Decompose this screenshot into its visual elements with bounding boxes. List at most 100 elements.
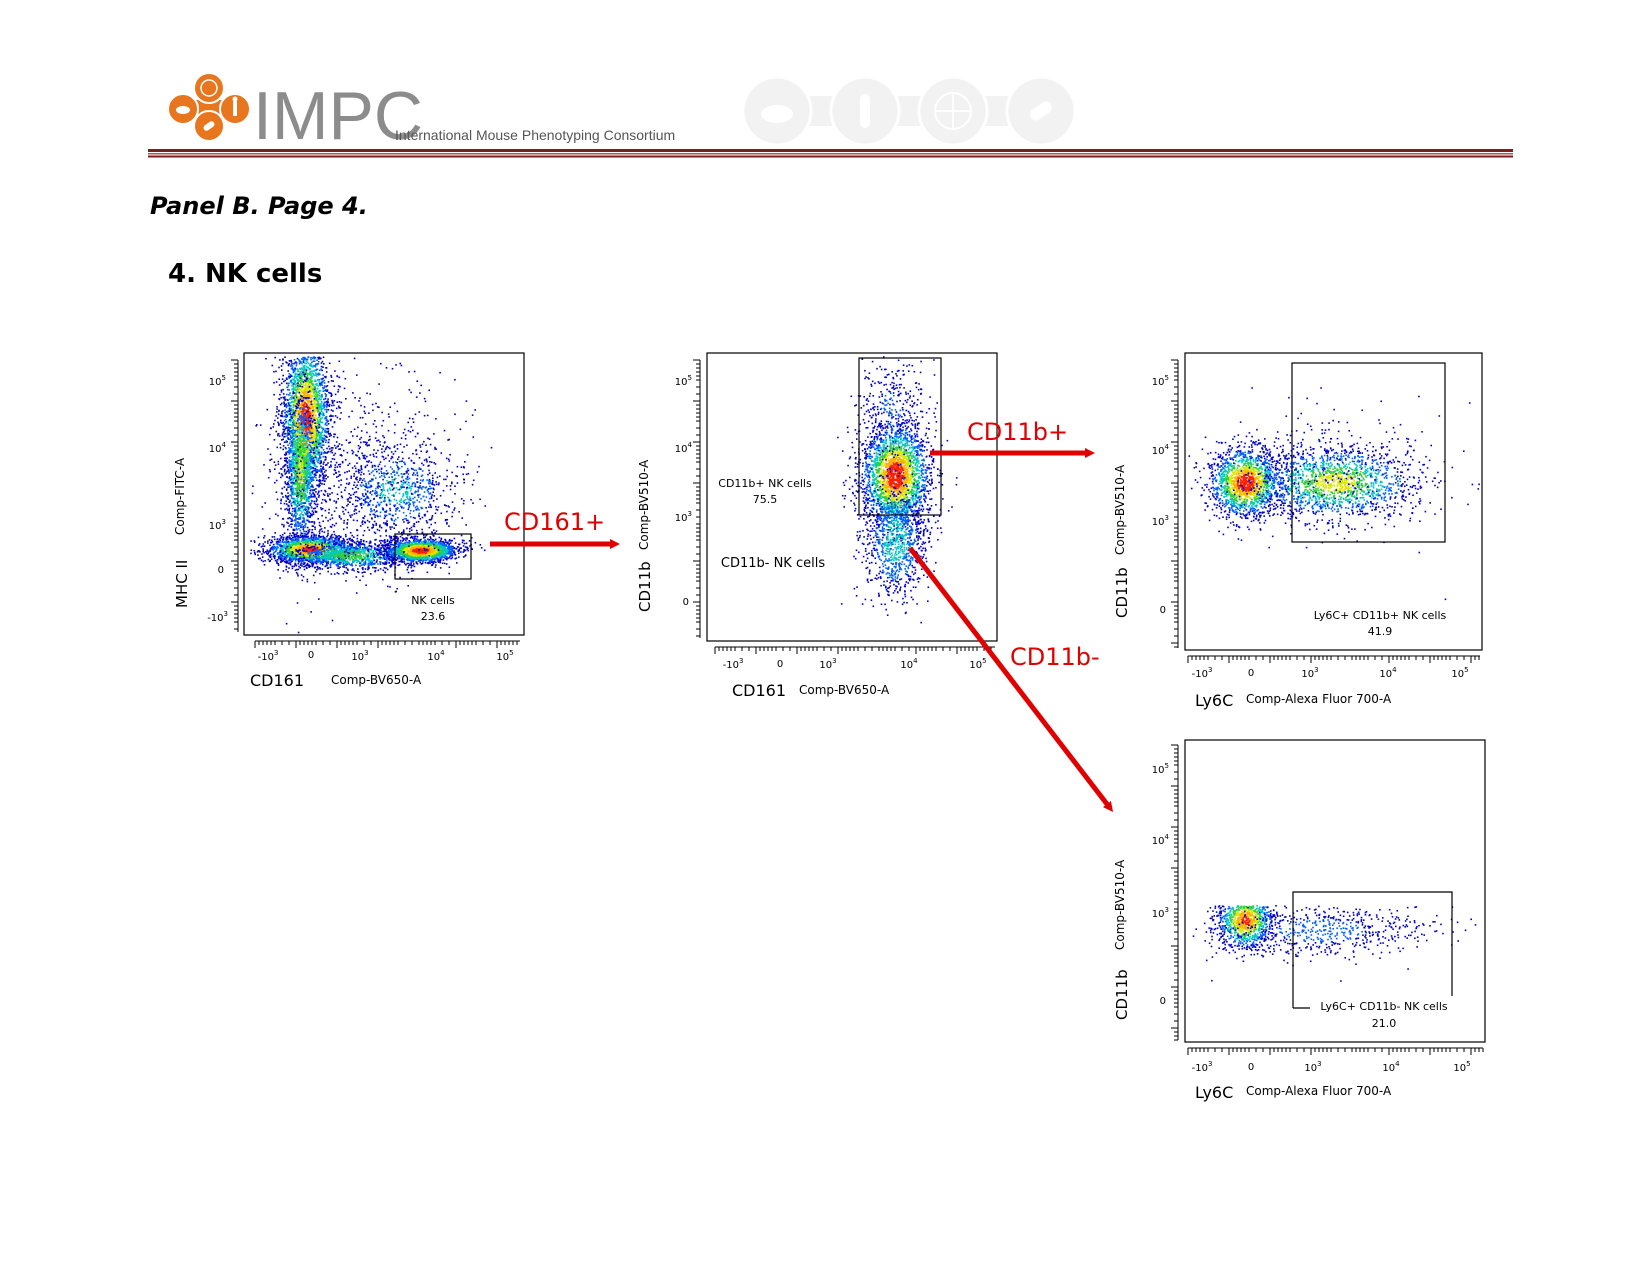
event-dot bbox=[308, 424, 311, 427]
event-dot bbox=[362, 547, 364, 549]
event-dot bbox=[323, 406, 325, 409]
event-dot bbox=[325, 385, 328, 388]
event-dot bbox=[302, 427, 305, 430]
event-dot bbox=[316, 450, 318, 452]
event-dot bbox=[320, 395, 322, 398]
event-dot bbox=[295, 427, 297, 430]
event-dot bbox=[309, 371, 311, 373]
event-dot bbox=[301, 400, 304, 403]
event-dot bbox=[309, 404, 311, 407]
event-dot bbox=[303, 358, 306, 360]
event-dot bbox=[312, 409, 314, 412]
event-dot bbox=[306, 406, 309, 409]
event-dot bbox=[312, 392, 315, 395]
event-dot bbox=[287, 486, 289, 488]
event-dot bbox=[302, 493, 304, 495]
event-dot bbox=[286, 378, 288, 380]
event-dot bbox=[282, 410, 284, 412]
event-dot bbox=[304, 409, 307, 411]
event-dot bbox=[303, 415, 305, 417]
event-dot bbox=[294, 504, 297, 506]
event-dot bbox=[311, 472, 314, 475]
event-dot bbox=[308, 433, 310, 435]
event-dot bbox=[293, 386, 295, 389]
event-dot bbox=[308, 386, 311, 388]
event-dot bbox=[310, 399, 313, 402]
event-dot bbox=[306, 404, 308, 406]
event-dot bbox=[289, 465, 291, 468]
event-dot bbox=[282, 396, 284, 399]
event-dot bbox=[312, 420, 314, 422]
event-dot bbox=[320, 381, 323, 384]
event-dot bbox=[315, 410, 318, 412]
event-dot bbox=[306, 395, 308, 397]
event-dot bbox=[280, 502, 282, 505]
event-dot bbox=[292, 419, 295, 421]
event-dot bbox=[298, 439, 300, 441]
event-dot bbox=[325, 371, 328, 373]
event-dot bbox=[291, 523, 293, 525]
event-dot bbox=[335, 447, 337, 449]
event-dot bbox=[283, 469, 286, 471]
event-dot bbox=[295, 533, 298, 536]
event-dot bbox=[319, 431, 321, 434]
event-dot bbox=[300, 390, 303, 392]
event-dot bbox=[305, 362, 308, 365]
event-dot bbox=[305, 505, 308, 508]
event-dot bbox=[313, 429, 315, 432]
event-dot bbox=[302, 435, 304, 438]
event-dot bbox=[323, 405, 326, 408]
event-dot bbox=[287, 427, 289, 430]
event-dot bbox=[310, 365, 313, 368]
event-dot bbox=[315, 444, 317, 446]
event-dot bbox=[289, 424, 292, 426]
event-dot bbox=[316, 387, 318, 390]
event-dot bbox=[308, 401, 311, 403]
event-dot bbox=[295, 373, 298, 375]
event-dot bbox=[308, 465, 310, 467]
event-dot bbox=[320, 378, 323, 380]
event-dot bbox=[318, 480, 321, 483]
event-dot bbox=[306, 417, 308, 419]
event-dot bbox=[306, 474, 308, 476]
event-dot bbox=[300, 451, 303, 454]
event-dot bbox=[275, 370, 277, 373]
event-dot bbox=[311, 479, 314, 481]
event-dot bbox=[297, 370, 300, 373]
event-dot bbox=[281, 541, 283, 543]
event-dot bbox=[319, 460, 322, 463]
event-dot bbox=[301, 491, 303, 494]
event-dot bbox=[317, 391, 320, 394]
event-dot bbox=[315, 447, 318, 450]
event-dot bbox=[290, 478, 292, 481]
event-dot bbox=[315, 435, 318, 437]
event-dot bbox=[313, 413, 315, 415]
event-dot bbox=[290, 476, 293, 479]
event-dot bbox=[299, 477, 301, 479]
event-dot bbox=[299, 394, 302, 396]
event-dot bbox=[306, 580, 309, 583]
event-dot bbox=[324, 429, 326, 432]
event-dot bbox=[295, 410, 298, 413]
event-dot bbox=[307, 366, 309, 369]
event-dot bbox=[300, 416, 303, 418]
event-dot bbox=[291, 493, 293, 495]
event-dot bbox=[313, 390, 316, 393]
event-dot bbox=[327, 539, 330, 542]
event-dot bbox=[286, 386, 289, 388]
event-dot bbox=[294, 465, 296, 468]
event-dot bbox=[296, 379, 299, 381]
event-dot bbox=[315, 399, 317, 402]
event-dot bbox=[308, 420, 310, 422]
event-dot bbox=[316, 422, 318, 424]
event-dot bbox=[274, 419, 276, 422]
event-dot bbox=[305, 432, 308, 434]
event-dot bbox=[314, 431, 317, 433]
event-dot bbox=[264, 560, 266, 562]
event-dot bbox=[273, 461, 276, 463]
event-dot bbox=[296, 375, 298, 378]
event-dot bbox=[329, 498, 331, 501]
event-dot bbox=[269, 433, 271, 436]
impc-logo: IMPC International Mouse Phenotyping Con… bbox=[167, 72, 675, 150]
event-dot bbox=[303, 366, 306, 369]
